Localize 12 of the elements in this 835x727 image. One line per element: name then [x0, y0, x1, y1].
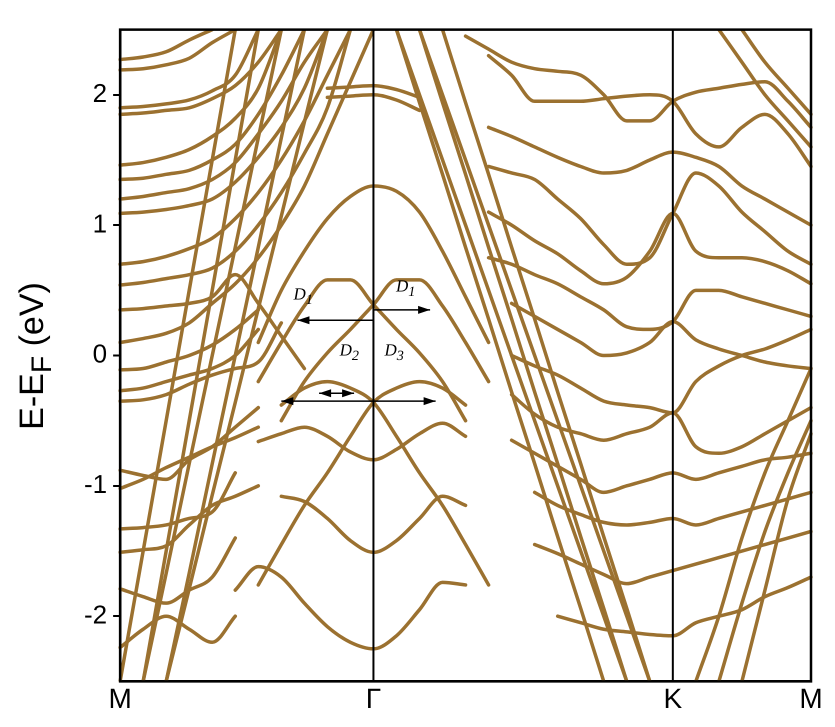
annotation: D$_{1}$	[396, 276, 416, 301]
y-tick-label: 2	[92, 78, 108, 108]
x-tick-label: M	[108, 682, 132, 714]
x-tick-label: Γ	[366, 682, 382, 714]
annotation: D$_{3}$	[384, 340, 404, 365]
x-tick-label: K	[663, 682, 682, 714]
annotation: D$_{2}$	[340, 340, 359, 365]
y-tick-label: 0	[92, 338, 108, 369]
y-tick-label: -2	[84, 599, 108, 630]
x-tick-label: M	[799, 682, 823, 714]
y-tick-label: -1	[84, 469, 108, 500]
y-tick-label: 1	[92, 208, 108, 238]
